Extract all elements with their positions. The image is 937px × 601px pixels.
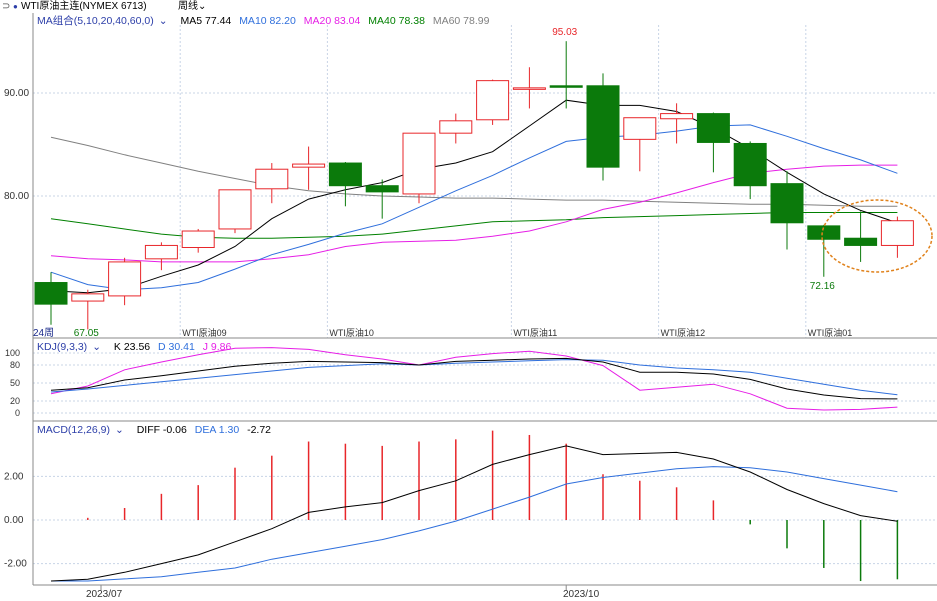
macd-pane: -2.00 0.00 2.00 2023/07 2023/10 xyxy=(4,430,937,600)
diff-line xyxy=(50,445,898,582)
candle-body xyxy=(880,220,914,246)
candle-body xyxy=(365,185,399,193)
d-line xyxy=(50,359,898,396)
candle-body xyxy=(255,168,289,190)
annotation-low: 72.16 xyxy=(810,281,835,292)
candle-body xyxy=(108,261,142,297)
x-tick-label: WTI原油09 xyxy=(182,327,227,338)
annotation-low: 67.05 xyxy=(74,328,99,339)
chevron-down-icon: ⌄ xyxy=(158,15,168,27)
kdj-selector[interactable]: KDJ(9,3,3) ⌄ xyxy=(37,341,106,353)
j-line xyxy=(50,347,898,411)
candle-body xyxy=(181,230,215,249)
x-tick-label: 2023/10 xyxy=(563,589,600,600)
y-tick-label: 2.00 xyxy=(4,471,24,482)
y-tick-label: 0.00 xyxy=(4,515,24,526)
ma5-value: MA5 77.44 xyxy=(180,15,232,27)
candle-body xyxy=(770,183,804,224)
candle-body xyxy=(439,120,473,134)
ma10-line xyxy=(50,124,898,291)
macd-selector[interactable]: MACD(12,26,9) ⌄ xyxy=(37,424,129,436)
ma20-line xyxy=(50,164,898,263)
ma40-line xyxy=(50,212,898,239)
back-icon[interactable]: ⊃ xyxy=(2,1,11,12)
candle-body xyxy=(476,80,510,121)
macd-label: MACD(12,26,9) xyxy=(37,424,110,436)
candle-body xyxy=(512,87,546,90)
chevron-down-icon: ⌄ xyxy=(114,424,124,436)
kdj-legend: KDJ(9,3,3) ⌄ K 23.56 D 30.41 J 9.86 xyxy=(37,341,236,354)
candle-body xyxy=(292,163,326,168)
candle-body xyxy=(623,117,657,140)
y-tick-label: 50 xyxy=(10,378,20,388)
dea-line xyxy=(51,466,898,582)
y-tick-label: 0 xyxy=(15,408,20,418)
title-bar: ⊃ ● WTI原油主连(NYMEX 6713) 周线⌄ xyxy=(0,0,937,14)
kdj-pane: 0 20 50 80 100 xyxy=(5,347,937,418)
candle-body xyxy=(733,142,767,187)
candle-body xyxy=(844,237,878,246)
kdj-label: KDJ(9,3,3) xyxy=(37,341,88,353)
diff-value: DIFF -0.06 xyxy=(136,424,187,436)
y-tick-label: 100 xyxy=(5,348,20,358)
candle-body xyxy=(34,282,68,305)
candle-body xyxy=(328,162,362,187)
bullet-icon: ● xyxy=(13,2,18,11)
y-tick-label: 80 xyxy=(10,360,20,370)
macd-value: -2.72 xyxy=(247,424,272,436)
period-label: 周线 xyxy=(178,1,198,12)
ma40-value: MA40 78.38 xyxy=(368,15,425,27)
k-value: K 23.56 xyxy=(113,341,151,353)
k-line xyxy=(50,357,898,400)
ma60-value: MA60 78.99 xyxy=(432,15,490,27)
instrument-title[interactable]: WTI原油主连(NYMEX 6713) xyxy=(21,1,147,12)
dea-value: DEA 1.30 xyxy=(194,424,240,436)
x-tick-label: 2023/07 xyxy=(86,589,123,600)
candle-body xyxy=(402,132,436,195)
ma-legend: MA组合(5,10,20,40,60,0) ⌄ MA5 77.44 MA10 82… xyxy=(37,15,494,28)
y-tick-label: 20 xyxy=(10,396,20,406)
chevron-down-icon: ⌄ xyxy=(198,1,207,12)
period-selector[interactable]: 周线⌄ xyxy=(178,0,206,14)
y-tick-label: 90.00 xyxy=(4,88,29,99)
x-tick-label: WTI原油12 xyxy=(661,327,706,338)
d-value: D 30.41 xyxy=(158,341,195,353)
x-tick-label: WTI原油10 xyxy=(329,327,374,338)
macd-legend: MACD(12,26,9) ⌄ DIFF -0.06 DEA 1.30 -2.72 xyxy=(37,424,276,437)
candle-body xyxy=(696,113,730,143)
chevron-down-icon: ⌄ xyxy=(92,341,101,353)
candle-body xyxy=(71,293,105,302)
candle-body xyxy=(660,113,694,120)
ma20-value: MA20 83.04 xyxy=(303,15,361,27)
candle-body xyxy=(144,244,178,260)
ma10-value: MA10 82.20 xyxy=(239,15,296,27)
candle-body xyxy=(549,85,583,88)
y-tick-label: 80.00 xyxy=(4,191,29,202)
ma60-line xyxy=(50,136,898,207)
candle-body xyxy=(218,189,252,230)
candle-body xyxy=(807,225,841,240)
price-pane: 80.00 90.00 24周 WTI原油09 WTI原油10 WTI原油11 WTI原油1… xyxy=(4,25,937,339)
x-tick-label: 24周 xyxy=(33,327,54,339)
highlight-circle xyxy=(821,199,933,273)
ma-group-selector[interactable]: MA组合(5,10,20,40,60,0) ⌄ xyxy=(37,15,173,27)
candle-body xyxy=(586,85,620,168)
x-tick-label: WTI原油11 xyxy=(513,327,557,338)
annotation-high: 95.03 xyxy=(552,27,577,38)
y-tick-label: -2.00 xyxy=(4,559,27,570)
ma-group-label: MA组合(5,10,20,40,60,0) xyxy=(37,15,154,27)
x-tick-label: WTI原油01 xyxy=(808,327,853,338)
